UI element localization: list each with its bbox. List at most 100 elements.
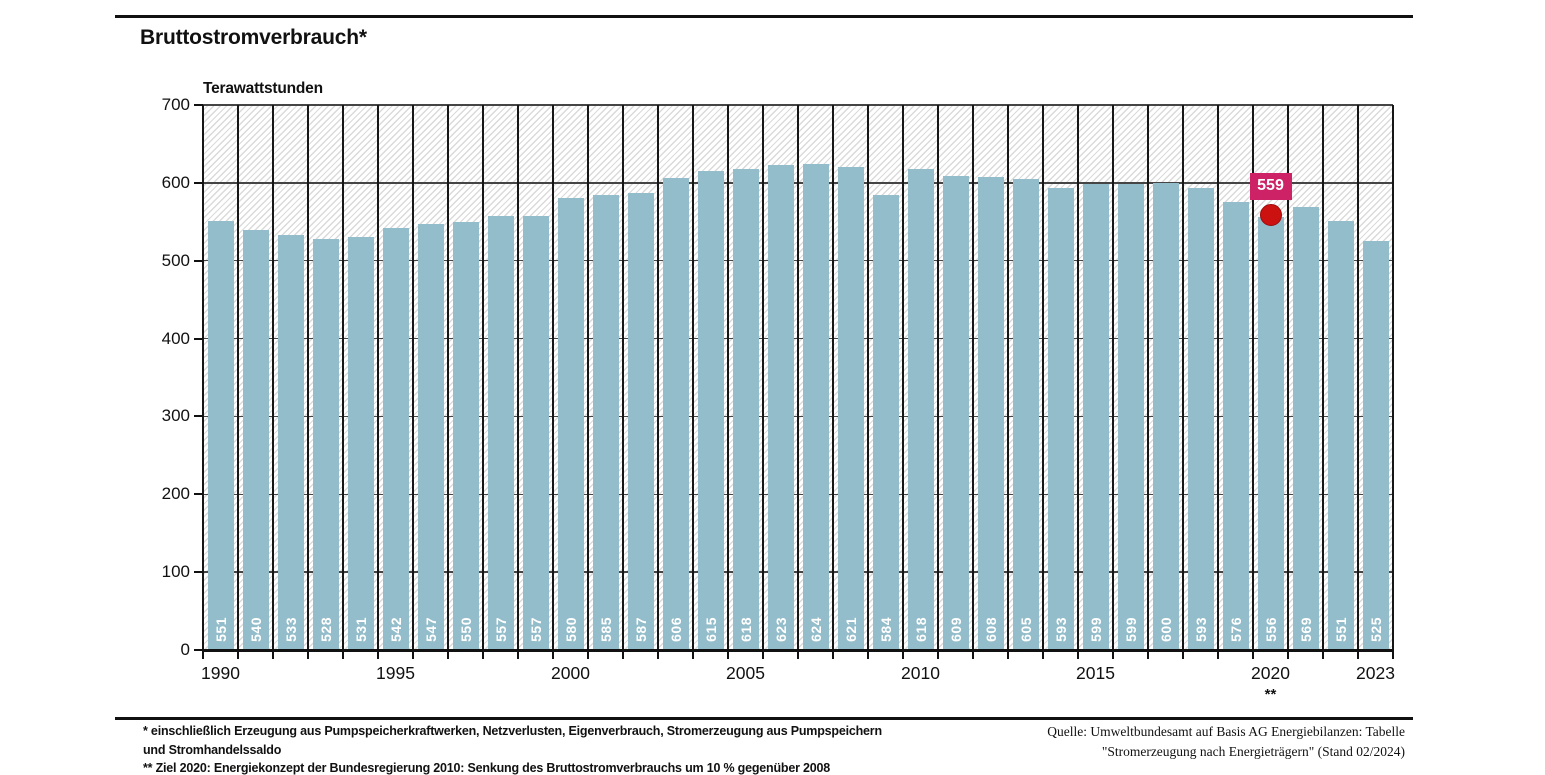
x-axis-label-2010: 2010 [901,663,940,683]
bar-2008: 621 [837,166,864,650]
x-axis-label-2020: 2020 [1251,663,1290,683]
footnote-double-asterisk: ** Ziel 2020: Energiekonzept der Bundesr… [143,761,831,775]
bar-value-label: 576 [1223,617,1249,642]
bar-value-text: 593 [1052,617,1069,642]
bar-value-text: 593 [1192,617,1209,642]
y-axis-label-700: 700 [161,95,190,114]
cell-boundary [797,105,799,650]
x-axis-tick [482,650,484,659]
footnote-asterisk: * einschließlich Erzeugung aus Pumpspeic… [143,724,882,757]
bar-value-label: 533 [278,617,304,642]
cell-boundary [1392,105,1394,650]
x-axis-tick [727,650,729,659]
bar-2020: 556 [1257,217,1284,650]
bar-2003: 606 [662,178,689,650]
x-axis-tick [937,650,939,659]
bar-value-text: 600 [1157,617,1174,642]
x-axis-tick [1392,650,1394,659]
cell-boundary [237,105,239,650]
bar-value-text: 540 [247,617,264,642]
x-axis-tick [1252,650,1254,659]
y-axis-label-100: 100 [161,562,190,582]
cell-boundary [1182,105,1184,650]
cell-boundary [272,105,274,650]
bar-2023: 525 [1362,241,1389,650]
cell-boundary [867,105,869,650]
bar-value-label: 525 [1363,617,1389,642]
bar-value-label: 618 [733,617,759,642]
x-axis-tick [1147,650,1149,659]
x-axis-tick [1112,650,1114,659]
bar-value-label: 584 [873,617,899,642]
y-axis-tick [194,415,203,418]
bar-2015: 599 [1082,183,1109,650]
cell-boundary [482,105,484,650]
bar-value-label: 599 [1118,617,1144,642]
bar-value-label: 618 [908,617,934,642]
x-axis-tick [1007,650,1009,659]
bar-2010: 618 [907,168,934,650]
bar-2021: 569 [1292,207,1319,650]
bar-2007: 624 [802,164,829,650]
x-axis-tick [447,650,449,659]
bar-1991: 540 [242,229,269,650]
y-axis-tick [194,649,203,651]
bar-value-text: 584 [877,617,894,642]
bar-value-label: 600 [1153,617,1179,642]
y-axis-tick [194,571,203,574]
bar-value-label: 542 [383,617,409,642]
bar-2005: 618 [732,168,759,650]
target-2020-dot [1259,203,1282,226]
bar-value-label: 528 [313,617,339,642]
bar-2009: 584 [872,195,899,650]
x-axis-tick [902,650,904,659]
bar-value-label: 621 [838,617,864,642]
bar-1995: 542 [382,228,409,650]
target-2020-label: 559 [1249,172,1292,200]
bar-1993: 528 [312,238,339,650]
target-footnote-marker: ** [1264,686,1277,703]
bar-value-label: 557 [488,617,514,642]
bar-value-text: 608 [982,617,999,642]
bar-value-label: 609 [943,617,969,642]
x-axis-tick [797,650,799,659]
x-axis-label-2000: 2000 [551,663,590,683]
bar-value-label: 531 [348,617,374,642]
bar-2000: 580 [557,198,584,650]
x-axis-tick [1077,650,1079,659]
bar-value-text: 618 [912,617,929,642]
bar-2001: 585 [592,194,619,650]
x-axis-tick [307,650,309,659]
cell-boundary [517,105,519,650]
bar-1992: 533 [277,235,304,650]
bar-value-text: 557 [527,617,544,642]
bar-value-label: 540 [243,617,269,642]
bar-value-label: 623 [768,617,794,642]
bar-value-label: 547 [418,617,444,642]
x-axis-tick [972,650,974,659]
bar-value-text: 569 [1297,617,1314,642]
bar-value-label: 605 [1013,617,1039,642]
cell-boundary [622,105,624,650]
x-axis-tick [762,650,764,659]
cell-boundary [587,105,589,650]
bar-1999: 557 [522,216,549,650]
x-axis-tick [377,650,379,659]
x-axis-tick [1357,650,1359,659]
x-axis-tick [832,650,834,659]
cell-boundary [342,105,344,650]
bottom-divider [115,717,1413,720]
bar-value-label: 550 [453,617,479,642]
bar-2017: 600 [1152,182,1179,650]
x-axis-tick [202,650,204,659]
cell-boundary [1007,105,1009,650]
cell-boundary [937,105,939,650]
bar-2022: 551 [1327,221,1354,650]
x-axis-tick [552,650,554,659]
bar-2006: 623 [767,164,794,650]
bar-value-text: 550 [457,617,474,642]
x-axis-tick [1287,650,1289,659]
source-note: Quelle: Umweltbundesamt auf Basis AG Ene… [975,722,1405,761]
y-axis-tick [194,493,203,496]
bar-2013: 605 [1012,178,1039,650]
